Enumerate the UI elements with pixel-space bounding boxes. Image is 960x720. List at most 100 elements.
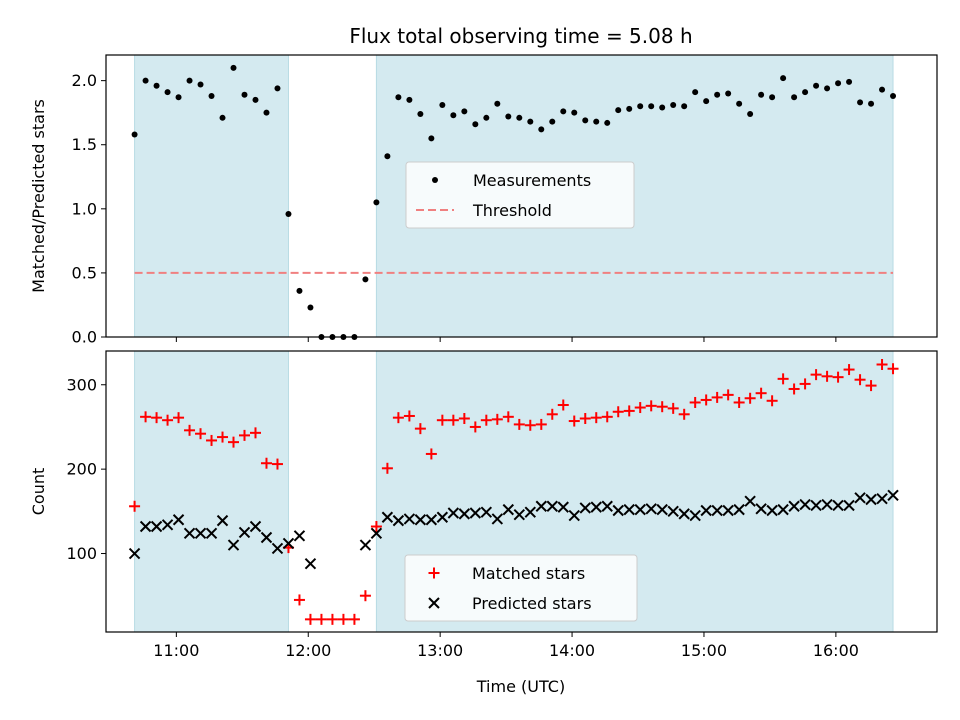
bottom-series-1-point-14-b xyxy=(282,537,295,550)
bottom-series-1-point-12 xyxy=(260,531,273,544)
bottom-series-1-point-47 xyxy=(689,509,701,522)
bottom-series-0-point-53 xyxy=(711,391,723,403)
bottom-series-0-point-58 xyxy=(766,395,778,407)
top-series-0-point-27 xyxy=(428,135,435,142)
bottom-series-0-point-31 xyxy=(469,421,481,433)
x-tick-label-3: 14:00 xyxy=(549,641,595,660)
bottom-series-1-point-29-b xyxy=(491,513,504,525)
bottom-series-0-point-32 xyxy=(480,414,492,426)
bottom-series-0-point-6 xyxy=(195,428,207,440)
bottom-series-0-point-45 xyxy=(623,405,635,417)
top-series-0-point-2 xyxy=(153,82,160,89)
bottom-series-1-point-26 xyxy=(458,508,471,520)
bottom-series-0-point-66 xyxy=(854,374,866,386)
bottom-y-axis-label: Count xyxy=(29,468,48,516)
bottom-series-1-point-63-b xyxy=(865,493,877,506)
top-series-0-point-30 xyxy=(461,108,468,115)
top-series-0-point-12 xyxy=(263,109,270,116)
bottom-series-1-point-64 xyxy=(876,492,888,505)
bottom-series-1-point-23 xyxy=(425,514,438,526)
bottom-legend-marker-1-b xyxy=(428,597,440,609)
top-series-0-point-65 xyxy=(846,78,853,85)
bottom-series-1-point-52-b xyxy=(744,495,756,507)
top-series-0-point-54 xyxy=(725,90,732,97)
bottom-series-0-point-12 xyxy=(260,457,272,469)
bottom-series-1-point-43-b xyxy=(645,503,657,515)
bottom-series-1-point-9 xyxy=(227,539,240,551)
top-y-tick-label-4: 2.0 xyxy=(72,71,97,90)
bottom-series-1-point-27 xyxy=(469,507,482,519)
top-series-0-point-32 xyxy=(483,114,490,121)
bottom-series-0-point-5 xyxy=(184,424,196,436)
bottom-series-1-point-6 xyxy=(194,527,207,539)
bottom-series-1-point-40 xyxy=(612,504,624,517)
bottom-series-1-point-27-b xyxy=(469,507,482,519)
bottom-series-0-point-19 xyxy=(337,613,349,625)
bottom-series-1-point-22 xyxy=(414,514,427,526)
bottom-series-1-point-58-b xyxy=(810,499,822,512)
bottom-series-1-point-32 xyxy=(524,506,537,518)
bottom-series-0-point-44 xyxy=(612,406,624,418)
top-y-tick-label-3: 1.5 xyxy=(72,135,97,154)
x-tick-label-5: 16:00 xyxy=(813,641,859,660)
top-series-0-point-33 xyxy=(494,100,501,107)
bottom-series-1-point-49 xyxy=(711,504,723,517)
bottom-series-1-point-56-b xyxy=(788,500,800,512)
top-series-0-point-36 xyxy=(527,118,534,125)
bottom-series-0-point-40 xyxy=(568,415,580,427)
bottom-series-1-point-17-b xyxy=(359,539,372,551)
bottom-series-1-point-10-b xyxy=(238,526,251,539)
bottom-series-1-point-32-b xyxy=(524,506,537,518)
top-series-0-point-63 xyxy=(824,85,831,92)
top-series-0-point-31 xyxy=(472,121,479,128)
bottom-series-0-point-59 xyxy=(777,373,789,385)
top-series-0-point-41 xyxy=(582,117,589,124)
bottom-series-1-point-50-b xyxy=(722,504,734,517)
bottom-series-1-point-61 xyxy=(843,499,855,512)
bottom-series-1-point-60-b xyxy=(832,499,844,512)
bottom-series-1-point-56 xyxy=(788,500,800,512)
bottom-series-1-point-12-b xyxy=(260,531,273,544)
top-series-0-point-13 xyxy=(274,85,281,92)
bottom-series-0-point-51 xyxy=(689,396,701,408)
bottom-series-0-point-4 xyxy=(173,412,185,424)
bottom-series-0-point-8 xyxy=(217,431,229,443)
bottom-series-0-point-48 xyxy=(656,401,668,413)
bottom-series-0-point-36 xyxy=(524,419,536,431)
bottom-series-1-point-9-b xyxy=(227,539,240,551)
top-series-0-point-0 xyxy=(131,131,138,138)
bottom-series-0-point-17 xyxy=(315,613,327,625)
top-series-0-point-25 xyxy=(406,96,413,103)
top-series-0-point-15 xyxy=(296,287,303,294)
bottom-series-1-point-18-b xyxy=(370,527,383,539)
bottom-series-1-point-5-b xyxy=(183,527,196,539)
top-series-0-point-60 xyxy=(791,94,798,101)
top-shaded-interval-0 xyxy=(134,54,289,338)
bottom-series-0-point-26 xyxy=(414,423,426,435)
bottom-series-1-point-59 xyxy=(821,498,833,511)
top-series-0-point-26 xyxy=(417,110,424,117)
top-series-0-point-21 xyxy=(362,276,369,283)
top-series-0-point-11 xyxy=(252,96,259,103)
bottom-series-0-point-21 xyxy=(359,590,371,602)
bottom-series-1-point-58 xyxy=(810,499,822,512)
bottom-series-0-point-20 xyxy=(348,613,360,625)
top-series-0-point-9 xyxy=(230,64,237,71)
bottom-series-1-point-43 xyxy=(645,503,657,515)
bottom-series-1-point-13 xyxy=(271,542,284,555)
top-axes-frame xyxy=(105,54,938,338)
top-series-0-point-3 xyxy=(164,89,171,96)
top-legend-label-1: Threshold xyxy=(472,201,552,220)
bottom-series-1-point-46-b xyxy=(678,508,690,520)
bottom-series-1-point-36 xyxy=(568,509,580,522)
bottom-series-1-point-37 xyxy=(579,502,591,514)
bottom-series-1-point-16 xyxy=(304,557,317,570)
bottom-series-1-point-3-b xyxy=(161,519,174,531)
top-series-0-point-37 xyxy=(538,126,545,133)
bottom-series-0-point-10 xyxy=(239,429,250,441)
bottom-series-0-point-69 xyxy=(887,363,899,375)
bottom-series-1-point-20-b xyxy=(392,514,405,527)
bottom-series-0-point-35 xyxy=(513,418,525,430)
bottom-series-1-point-0 xyxy=(128,547,141,560)
